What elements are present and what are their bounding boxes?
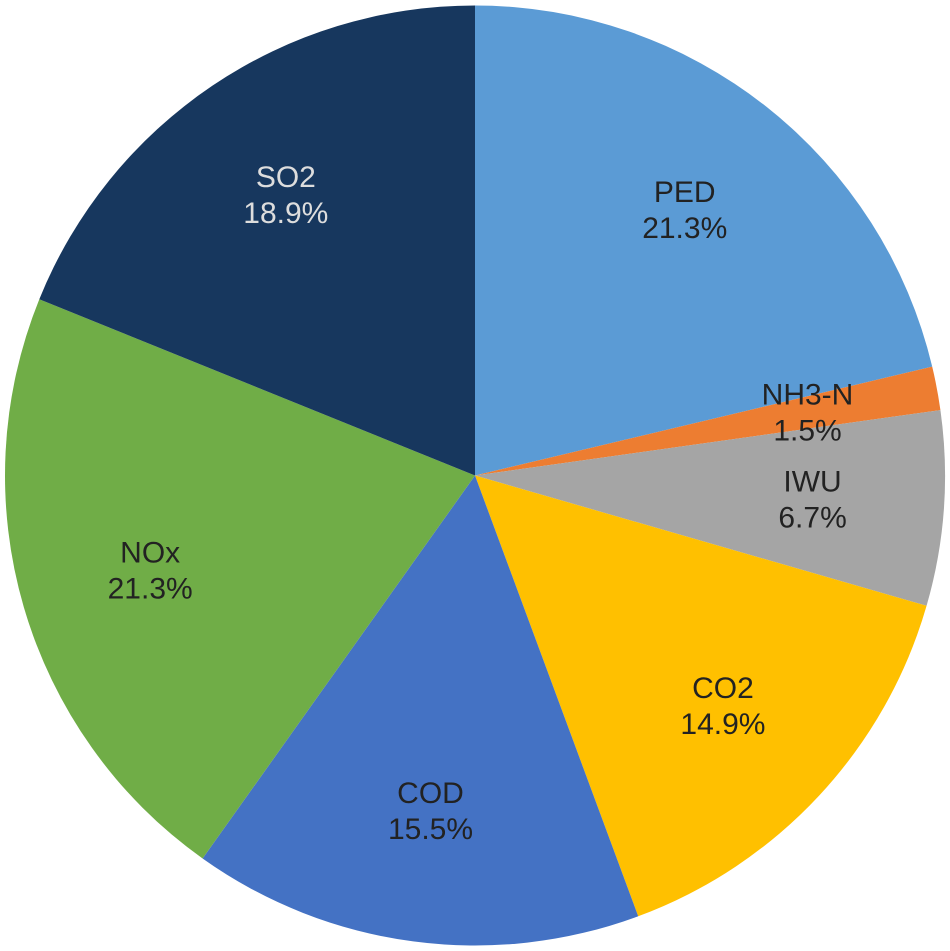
pie-slice-nox [4,299,475,859]
pie-slice-nh3-n [475,366,941,476]
pie-slice-iwu [475,410,945,606]
slice-value-nh3-n: 1.5% [773,415,841,448]
slice-label-nh3-n: NH3-N [762,379,854,412]
slice-label-so2: SO2 [256,161,316,194]
pie-slice-co2 [475,475,927,917]
slice-label-cod: COD [397,777,464,810]
slice-value-cod: 15.5% [388,813,473,846]
pie-slice-so2 [39,5,475,476]
slice-label-iwu: IWU [783,465,841,498]
pie-slices [4,5,945,946]
slice-label-nox: NOx [120,536,180,569]
pie-slice-ped [475,5,933,476]
slice-value-nox: 21.3% [108,572,193,605]
slice-value-so2: 18.9% [243,197,328,230]
slice-value-ped: 21.3% [642,212,727,245]
slice-label-ped: PED [654,176,716,209]
slice-value-co2: 14.9% [680,708,765,741]
pie-slice-cod [202,475,639,946]
slice-label-co2: CO2 [692,672,754,705]
slice-value-iwu: 6.7% [778,501,846,534]
pie-labels: PED21.3%NH3-N1.5%IWU6.7%CO214.9%COD15.5%… [108,161,854,846]
